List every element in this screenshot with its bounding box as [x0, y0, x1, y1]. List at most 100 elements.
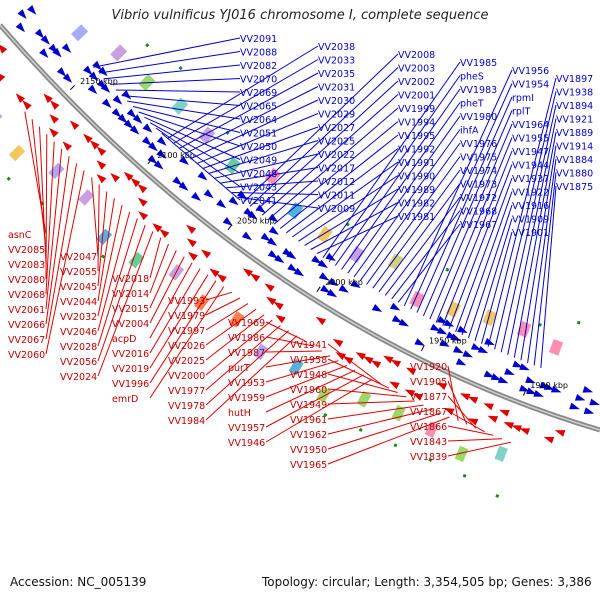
forward-gene-arrow: [179, 155, 189, 165]
reverse-gene-label: VV2080: [8, 275, 45, 286]
forward-gene-label: VV2048: [240, 169, 277, 180]
accession-footer: Accession: NC_005139: [10, 575, 146, 589]
forward-gene-arrow: [34, 28, 45, 39]
forward-gene-label: VV1921: [556, 115, 593, 126]
forward-gene-arrow: [582, 385, 594, 393]
forward-gene-arrow: [267, 237, 278, 246]
forward-gene-label: VV1944: [512, 161, 549, 172]
forward-gene-arrow: [101, 98, 112, 108]
forward-gene-label: VV2012: [318, 177, 355, 188]
forward-label-leader: [267, 107, 399, 221]
forward-label-leader: [93, 37, 241, 68]
forward-label-leader: [238, 196, 319, 209]
forward-gene-label: VV2065: [240, 102, 277, 113]
forward-label-leader: [372, 169, 461, 289]
inner-feature-block: [253, 343, 269, 361]
forward-gene-label: VV1901: [512, 228, 549, 239]
forward-gene-label: VV2003: [398, 64, 435, 75]
forward-gene-label: VV1955: [512, 134, 549, 145]
reverse-gene-label: VV2004: [112, 319, 149, 330]
reverse-label-leader: [149, 237, 162, 279]
forward-gene-arrow: [268, 213, 279, 223]
reverse-gene-label: VV1839: [410, 452, 447, 463]
forward-label-leader: [279, 134, 399, 229]
forward-gene-label: VV1992: [398, 145, 435, 156]
forward-label-leader: [178, 72, 319, 150]
genes-label: Genes:: [511, 575, 554, 589]
forward-gene-arrow: [497, 376, 509, 384]
forward-gene-label: VV2001: [398, 91, 435, 102]
reverse-gene-arrow: [370, 360, 382, 369]
forward-label-leader: [328, 75, 461, 262]
forward-label-leader: [416, 96, 513, 313]
reverse-gene-arrow: [389, 381, 400, 390]
reverse-label-leader: [97, 211, 131, 332]
reverse-gene-label: VV1946: [228, 438, 265, 449]
reverse-label-leader: [97, 224, 146, 362]
reverse-gene-label: VV2016: [112, 349, 149, 360]
forward-gene-arrow: [112, 95, 123, 105]
forward-gene-arrow: [286, 250, 297, 260]
forward-gene-arrow: [222, 217, 233, 226]
inner-gc-marker: [6, 176, 11, 181]
reverse-label-leader: [45, 156, 70, 325]
inner-feature-block: [229, 311, 245, 328]
forward-gene-label: VV1894: [556, 101, 593, 112]
reverse-label-leader: [97, 218, 138, 347]
forward-gene-arrow: [470, 343, 482, 351]
forward-label-leader: [104, 64, 241, 80]
forward-label-leader: [249, 67, 399, 207]
forward-label-leader: [366, 156, 461, 285]
forward-label-leader: [507, 118, 557, 356]
inner-feature-block: [8, 144, 26, 162]
outer-feature-block: [348, 246, 365, 264]
forward-label-leader: [442, 150, 513, 326]
reverse-label-leader: [327, 408, 433, 435]
reverse-label-leader: [205, 303, 249, 331]
forward-gene-arrow: [100, 83, 111, 93]
forward-gene-arrow: [61, 43, 72, 53]
forward-label-leader: [341, 102, 461, 270]
forward-gene-label: VV1967: [460, 220, 497, 231]
outer-feature-block: [387, 253, 404, 271]
reverse-gene-label: VV1905: [410, 377, 447, 388]
reverse-gene-arrow: [436, 382, 448, 390]
reverse-label-leader: [327, 388, 407, 398]
reverse-label-leader: [97, 191, 108, 287]
forward-gene-arrow: [318, 272, 330, 281]
inner-feature-block: [48, 162, 65, 180]
scale-tick-label: 2000 kbp: [325, 278, 363, 287]
reverse-gene-arrow: [15, 93, 26, 103]
forward-label-leader: [292, 161, 399, 238]
outer-gc-marker: [576, 320, 581, 325]
reverse-gene-labels: asnC VV2085 VV2083 VV2080 VV2068 VV2061 VV2066…: [8, 230, 447, 471]
reverse-gene-label: VV2024: [60, 372, 97, 383]
inner-feature-block: [316, 386, 332, 404]
reverse-gene-arrow: [0, 41, 1, 43]
reverse-label-leader: [149, 243, 169, 294]
reverse-label-leader: [447, 395, 477, 429]
forward-gene-label: VV2038: [318, 42, 355, 53]
reverse-label-leader: [45, 163, 78, 340]
forward-gene-arrow: [450, 333, 461, 341]
forward-gene-arrow: [320, 284, 331, 294]
forward-gene-arrow: [141, 136, 152, 146]
reverse-gene-arrow: [383, 355, 394, 364]
reverse-gene-arrow: [250, 273, 261, 282]
inner-gc-marker: [100, 254, 106, 259]
forward-gene-label: VV2011: [318, 191, 355, 202]
forward-label-leader: [359, 142, 461, 282]
reverse-gene-arrow: [137, 184, 148, 194]
forward-gene-arrow: [15, 22, 25, 33]
reverse-label-leader: [265, 355, 331, 368]
genes-value: 3,386: [557, 575, 592, 589]
forward-label-leader: [220, 167, 319, 184]
outer-feature-block: [110, 44, 128, 62]
outer-feature-block: [264, 167, 282, 185]
forward-gene-arrow: [455, 358, 467, 366]
reverse-gene-label: VV1986: [228, 333, 265, 344]
reverse-gene-label: VV2085: [8, 245, 45, 256]
reverse-gene-label: VV1941: [290, 340, 327, 351]
reverse-gene-arrow: [137, 197, 148, 207]
forward-gene-label: VV1972: [460, 193, 497, 204]
